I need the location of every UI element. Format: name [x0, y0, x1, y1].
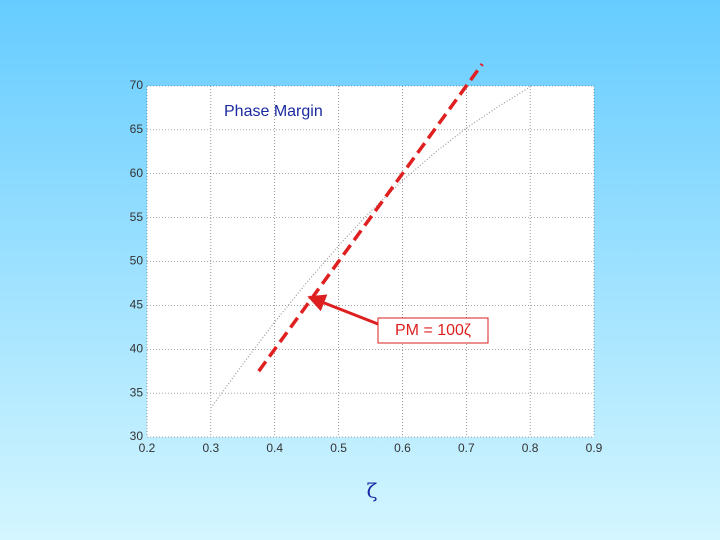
x-tick-label: 0.5: [330, 441, 347, 455]
annotation-box: [377, 317, 489, 344]
y-tick-label: 70: [130, 78, 144, 92]
plot-area: [147, 86, 594, 437]
y-tick-label: 50: [130, 254, 144, 268]
y-tick-label: 55: [130, 210, 144, 224]
x-tick-label: 0.4: [266, 441, 283, 455]
y-tick-label: 40: [130, 341, 144, 355]
y-tick-label: 65: [130, 122, 144, 136]
series-line: [210, 86, 531, 409]
marks: [210, 63, 531, 409]
x-tick-label: 0.2: [139, 441, 156, 455]
y-tick-label: 35: [130, 385, 144, 399]
chart-title: Phase Margin: [224, 103, 323, 120]
arrow: [307, 294, 379, 326]
annotation: PM = 100ζ: [395, 322, 471, 339]
x-tick-label: 0.7: [458, 441, 475, 455]
x-tick-label: 0.9: [586, 441, 603, 455]
y-tick-label: 30: [130, 429, 144, 443]
y-tick-label: 45: [130, 298, 144, 312]
x-tick-label: 0.3: [203, 441, 220, 455]
y-tick-label: 60: [130, 166, 144, 180]
x-axis-label: ζ: [367, 479, 378, 503]
x-tick-label: 0.6: [394, 441, 411, 455]
x-tick-label: 0.8: [522, 441, 539, 455]
grid: [146, 85, 595, 438]
series-line: [257, 63, 484, 373]
